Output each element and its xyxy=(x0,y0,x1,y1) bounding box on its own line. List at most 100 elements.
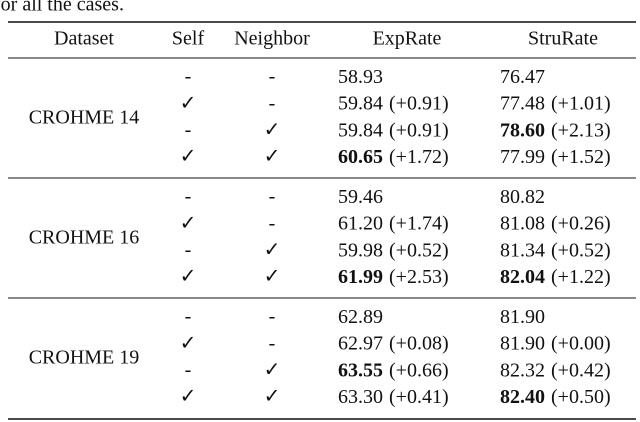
rate-delta: (+1.52) xyxy=(551,146,611,168)
self-cell: ✓ xyxy=(180,332,197,354)
rate-cell: 61.99 (+2.53) xyxy=(338,266,449,288)
rate-value: 77.48 xyxy=(500,92,545,114)
rate-value: 61.20 xyxy=(338,212,383,234)
rate-value: 80.82 xyxy=(500,186,545,208)
rate-value: 63.55 xyxy=(338,359,383,381)
self-cell: - xyxy=(185,186,192,208)
rate-cell: 60.65 (+1.72) xyxy=(338,146,449,168)
rate-cell: 82.04 (+1.22) xyxy=(500,266,611,288)
neighbor-cell: - xyxy=(269,186,276,208)
rate-value: 59.84 xyxy=(338,92,383,114)
rate-delta: (+1.01) xyxy=(551,92,611,114)
rate-delta: (+0.26) xyxy=(551,212,611,234)
rate-cell: 82.40 (+0.50) xyxy=(500,386,611,408)
neighbor-cell: ✓ xyxy=(264,146,281,168)
neighbor-cell: ✓ xyxy=(264,359,281,381)
rate-value: 61.99 xyxy=(338,266,383,288)
rate-delta: (+1.22) xyxy=(551,266,611,288)
rate-value: 59.46 xyxy=(338,186,383,208)
rate-cell: 81.08 (+0.26) xyxy=(500,212,611,234)
neighbor-cell: - xyxy=(269,212,276,234)
rate-cell: 59.46 xyxy=(338,186,383,208)
rate-delta: (+0.41) xyxy=(389,386,449,408)
rate-cell: 82.32 (+0.42) xyxy=(500,359,611,381)
rate-cell: 77.99 (+1.52) xyxy=(500,146,611,168)
self-cell: ✓ xyxy=(180,266,197,288)
rate-cell: 78.60 (+2.13) xyxy=(500,119,611,141)
rate-value: 81.08 xyxy=(500,212,545,234)
rate-cell: 81.90 xyxy=(500,306,545,328)
rate-value: 81.34 xyxy=(500,239,545,261)
rate-cell: 62.97 (+0.08) xyxy=(338,332,449,354)
rate-cell: 58.93 xyxy=(338,66,383,88)
rate-delta: (+0.42) xyxy=(551,359,611,381)
neighbor-cell: ✓ xyxy=(264,119,281,141)
neighbor-cell: - xyxy=(269,92,276,114)
rate-delta: (+0.66) xyxy=(389,359,449,381)
self-cell: ✓ xyxy=(180,212,197,234)
rate-value: 78.60 xyxy=(500,119,545,141)
neighbor-cell: - xyxy=(269,306,276,328)
rate-cell: 59.98 (+0.52) xyxy=(338,239,449,261)
neighbor-cell: ✓ xyxy=(264,239,281,261)
self-cell: - xyxy=(185,66,192,88)
neighbor-cell: ✓ xyxy=(264,266,281,288)
self-cell: ✓ xyxy=(180,386,197,408)
header-cell: ExpRate xyxy=(373,28,442,50)
rate-value: 81.90 xyxy=(500,332,545,354)
dataset-name: CROHME 14 xyxy=(29,107,140,129)
rate-cell: 63.30 (+0.41) xyxy=(338,386,449,408)
rate-value: 76.47 xyxy=(500,66,545,88)
self-cell: - xyxy=(185,306,192,328)
self-cell: - xyxy=(185,239,192,261)
rate-value: 82.32 xyxy=(500,359,545,381)
rate-value: 82.40 xyxy=(500,386,545,408)
header-cell: Self xyxy=(172,28,205,50)
rate-cell: 63.55 (+0.66) xyxy=(338,359,449,381)
rate-delta: (+0.50) xyxy=(551,386,611,408)
rate-delta: (+2.13) xyxy=(551,119,611,141)
rate-value: 62.97 xyxy=(338,332,383,354)
rate-cell: 81.90 (+0.00) xyxy=(500,332,611,354)
rate-delta: (+0.52) xyxy=(551,239,611,261)
header-cell: Neighbor xyxy=(234,28,310,50)
rate-cell: 62.89 xyxy=(338,306,383,328)
rate-cell: 81.34 (+0.52) xyxy=(500,239,611,261)
rate-value: 81.90 xyxy=(500,306,545,328)
dataset-name: CROHME 19 xyxy=(29,347,140,369)
self-cell: - xyxy=(185,359,192,381)
rate-value: 77.99 xyxy=(500,146,545,168)
rate-delta: (+0.91) xyxy=(389,92,449,114)
rate-delta: (+2.53) xyxy=(389,266,449,288)
self-cell: ✓ xyxy=(180,92,197,114)
rate-cell: 61.20 (+1.74) xyxy=(338,212,449,234)
rate-delta: (+0.91) xyxy=(389,119,449,141)
rate-cell: 77.48 (+1.01) xyxy=(500,92,611,114)
rate-value: 62.89 xyxy=(338,306,383,328)
neighbor-cell: ✓ xyxy=(264,386,281,408)
rate-delta: (+0.00) xyxy=(551,332,611,354)
rate-delta: (+1.72) xyxy=(389,146,449,168)
dataset-name: CROHME 16 xyxy=(29,227,140,249)
rate-value: 82.04 xyxy=(500,266,545,288)
caption-fragment: for all the cases. xyxy=(0,0,124,16)
rate-delta: (+0.08) xyxy=(389,332,449,354)
rate-cell: 80.82 xyxy=(500,186,545,208)
rate-value: 60.65 xyxy=(338,146,383,168)
neighbor-cell: - xyxy=(269,332,276,354)
rate-delta: (+1.74) xyxy=(389,212,449,234)
header-cell: StruRate xyxy=(528,28,598,50)
header-cell: Dataset xyxy=(54,28,114,50)
rate-cell: 59.84 (+0.91) xyxy=(338,92,449,114)
rate-value: 59.98 xyxy=(338,239,383,261)
self-cell: ✓ xyxy=(180,146,197,168)
rate-value: 63.30 xyxy=(338,386,383,408)
self-cell: - xyxy=(185,119,192,141)
rate-value: 59.84 xyxy=(338,119,383,141)
rate-cell: 59.84 (+0.91) xyxy=(338,119,449,141)
neighbor-cell: - xyxy=(269,66,276,88)
rate-cell: 76.47 xyxy=(500,66,545,88)
rate-delta: (+0.52) xyxy=(389,239,449,261)
